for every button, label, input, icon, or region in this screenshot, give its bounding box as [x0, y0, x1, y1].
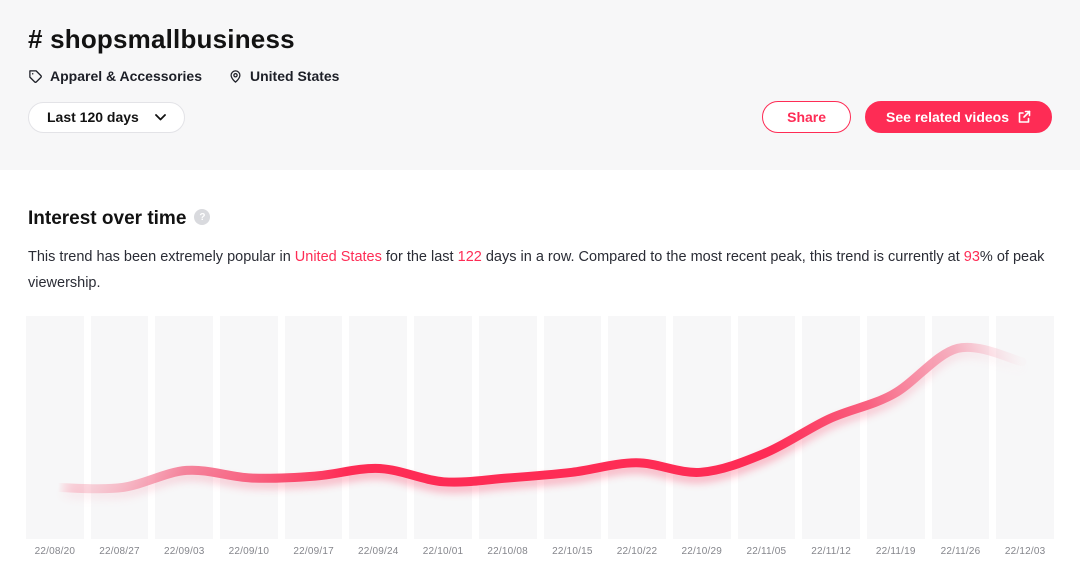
x-axis-label: 22/10/08 [487, 546, 528, 557]
x-axis-label: 22/08/20 [34, 546, 76, 557]
gridline-band [414, 316, 472, 539]
chart-gridline-bands [26, 316, 1054, 539]
description-seg4: % of peak viewership. [28, 249, 1045, 291]
region-meta: United States [228, 68, 339, 84]
external-link-icon [1018, 110, 1031, 123]
share-button-label: Share [787, 109, 827, 125]
description-seg3: days in a row. Compared to the most rece… [481, 249, 964, 265]
section-heading: Interest over time [28, 208, 187, 229]
gridline-band [608, 316, 666, 539]
gridline-band [543, 316, 602, 539]
trend-description: This trend has been extremely popular in… [28, 244, 1052, 296]
gridline-band [931, 316, 990, 539]
description-seg2: for the last [381, 249, 458, 265]
hashtag-header: # shopsmallbusiness Apparel & Accessorie… [0, 0, 1080, 170]
see-related-videos-button[interactable]: See related videos [865, 101, 1052, 133]
gridline-band [478, 316, 537, 539]
x-axis-label: 22/11/05 [746, 546, 787, 557]
category-label: Apparel & Accessories [50, 68, 202, 84]
x-axis-label: 22/09/24 [358, 546, 399, 557]
x-axis-label: 22/08/27 [99, 546, 140, 557]
gridline-band [220, 316, 278, 539]
gridline-band [737, 316, 796, 539]
x-axis-label: 22/10/29 [681, 546, 722, 557]
category-meta: Apparel & Accessories [28, 68, 202, 84]
description-percent-highlight: 93 [963, 249, 980, 265]
x-axis-label: 22/12/03 [1004, 546, 1046, 557]
chevron-down-icon [154, 113, 166, 120]
interest-over-time-section: Interest over time ? This trend has been… [0, 170, 1080, 296]
date-range-value: Last 120 days [47, 109, 139, 125]
gridline-band [26, 316, 84, 539]
x-axis-label: 22/11/12 [811, 546, 851, 557]
tag-icon [29, 69, 42, 83]
gridline-band [284, 316, 343, 539]
see-related-videos-label: See related videos [886, 109, 1009, 125]
section-heading-row: Interest over time ? [28, 208, 1052, 230]
region-label: United States [250, 68, 340, 84]
x-axis-label: 22/10/15 [552, 546, 593, 557]
x-axis-label: 22/09/10 [228, 546, 270, 557]
gridline-band [349, 316, 408, 539]
hashtag-meta: Apparel & Accessories United States [28, 68, 1052, 84]
interest-trend-chart: 22/08/20 22/08/27 22/09/03 22/09/10 22/09/17… [26, 316, 1054, 557]
help-icon[interactable]: ? [194, 209, 211, 225]
x-axis-label: 22/11/26 [940, 546, 981, 557]
x-axis-label: 22/09/03 [163, 546, 205, 557]
gridline-band [996, 316, 1054, 539]
gridline-band [672, 316, 731, 539]
description-days-highlight: 122 [457, 249, 482, 265]
page-title: # shopsmallbusiness [28, 24, 295, 54]
gridline-band [866, 316, 925, 539]
controls-row: Last 120 days Share See related videos [28, 101, 1052, 133]
description-seg1: This trend has been extremely popular in [28, 249, 295, 265]
x-axis-label: 22/09/17 [293, 546, 334, 557]
description-region-highlight: United States [294, 249, 382, 265]
chart-x-axis-labels: 22/08/20 22/08/27 22/09/03 22/09/10 22/09/17… [26, 546, 1054, 557]
x-axis-label: 22/10/22 [616, 546, 658, 557]
share-button[interactable]: Share [762, 101, 852, 133]
date-range-dropdown[interactable]: Last 120 days [28, 101, 185, 133]
x-axis-label: 22/11/19 [875, 546, 916, 557]
x-axis-label: 22/10/01 [422, 546, 464, 557]
gridline-band [802, 316, 860, 539]
gridline-band [90, 316, 149, 539]
location-pin-icon [230, 69, 241, 83]
gridline-band [155, 316, 214, 539]
